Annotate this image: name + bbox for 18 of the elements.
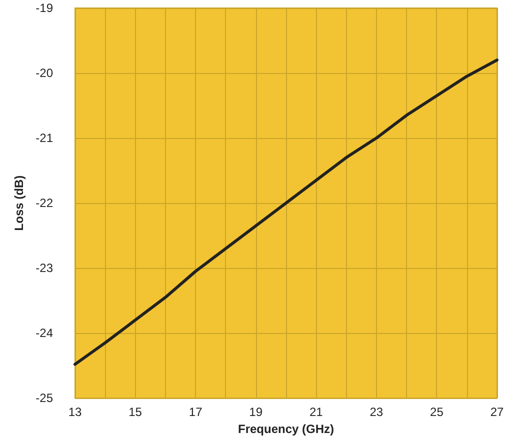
x-tick-label: 25 [430, 405, 444, 420]
x-tick-label: 23 [370, 405, 384, 420]
x-tick-label: 17 [188, 405, 203, 420]
y-tick-label: -22 [36, 196, 54, 210]
y-tick-label: -25 [36, 391, 54, 406]
y-tick-label: -21 [36, 131, 54, 146]
line-series [74, 58, 498, 366]
x-tick-label: 19 [249, 405, 263, 420]
y-tick-label: -20 [36, 66, 54, 80]
x-axis-title: Frequency (GHz) [238, 422, 334, 436]
x-tick-label: 27 [490, 405, 504, 420]
y-axis-title: Loss (dB) [12, 175, 26, 231]
y-tick-label: -23 [36, 261, 54, 276]
x-tick-label: 21 [309, 405, 324, 420]
y-tick-label: -24 [36, 326, 54, 340]
x-tick-label: 15 [128, 405, 142, 420]
x-tick-label: 13 [68, 405, 82, 420]
y-tick-label: -19 [36, 1, 54, 15]
